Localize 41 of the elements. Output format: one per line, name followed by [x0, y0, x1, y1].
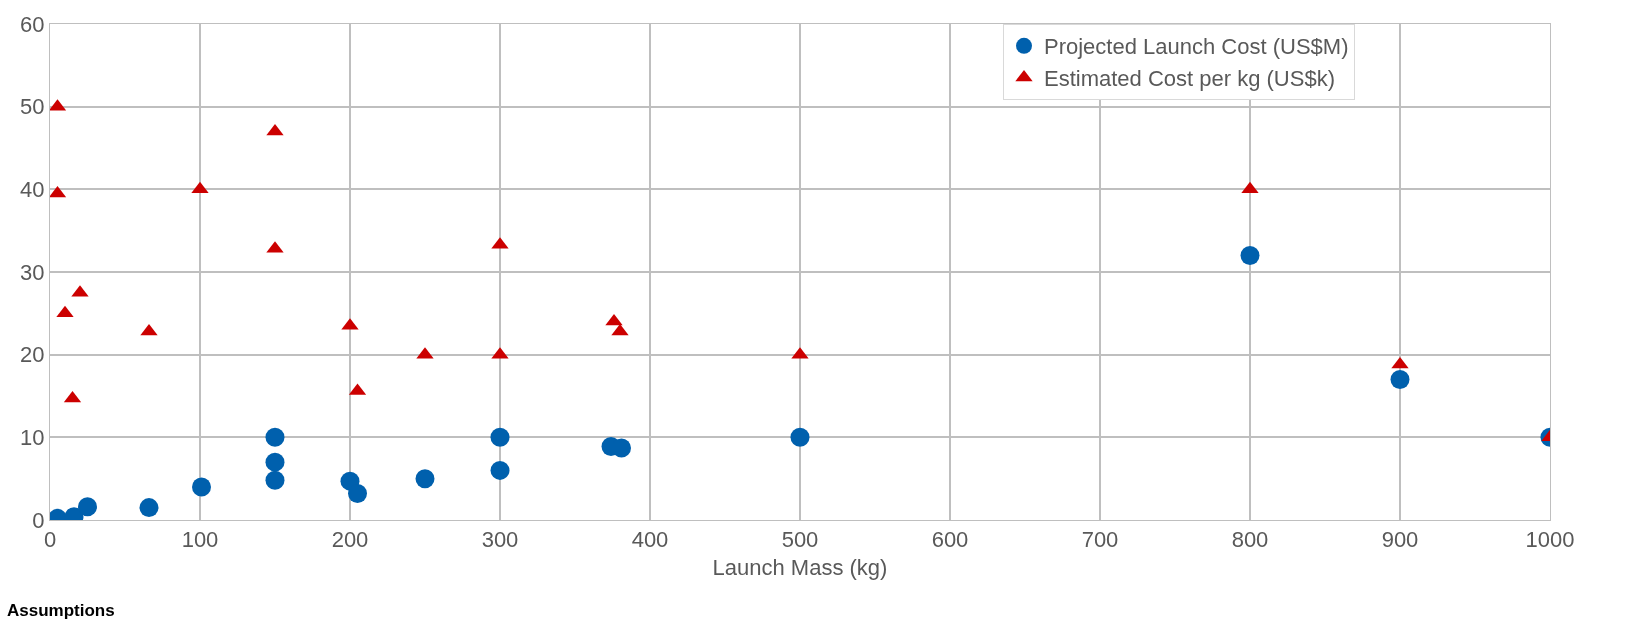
point — [191, 181, 209, 194]
point — [1390, 369, 1410, 389]
x-tick-label: 500 — [781, 527, 819, 553]
point — [56, 305, 74, 318]
point — [192, 477, 211, 497]
point — [1241, 181, 1259, 194]
point — [266, 123, 284, 136]
y-tick-label: 60 — [20, 11, 45, 37]
legend-label: Projected Launch Cost (US$M) — [1044, 34, 1349, 60]
point — [265, 470, 285, 490]
point — [348, 484, 367, 504]
point — [78, 497, 97, 517]
legend-label: Estimated Cost per kg (US$k) — [1044, 65, 1335, 91]
x-axis-title: Launch Mass (kg) — [712, 555, 888, 581]
point — [265, 427, 285, 447]
x-tick-label: 400 — [631, 527, 669, 553]
point — [415, 469, 435, 489]
x-tick-label: 700 — [1081, 527, 1119, 553]
text: Assumptions — [7, 601, 115, 620]
x-tick-label: 1000 — [1525, 527, 1575, 553]
y-tick-label: 10 — [20, 425, 45, 451]
y-tick-label: 0 — [32, 507, 45, 533]
x-tick-label: 200 — [331, 527, 369, 553]
point — [612, 438, 631, 458]
point — [490, 427, 510, 447]
point — [265, 452, 285, 472]
x-tick-label: 300 — [481, 527, 519, 553]
x-tick-label: 800 — [1231, 527, 1269, 553]
point — [139, 498, 159, 518]
point — [1240, 245, 1260, 265]
y-tick-label: 50 — [20, 94, 45, 120]
point — [490, 460, 510, 480]
point — [50, 185, 67, 198]
point — [790, 427, 810, 447]
x-tick-label: 900 — [1381, 527, 1419, 553]
y-tick-label: 20 — [20, 342, 45, 368]
x-tick-label: 100 — [181, 527, 219, 553]
x-tick-label: 600 — [931, 527, 969, 553]
y-tick-label: 40 — [20, 177, 45, 203]
point — [50, 99, 67, 111]
y-tick-label: 30 — [20, 259, 45, 285]
